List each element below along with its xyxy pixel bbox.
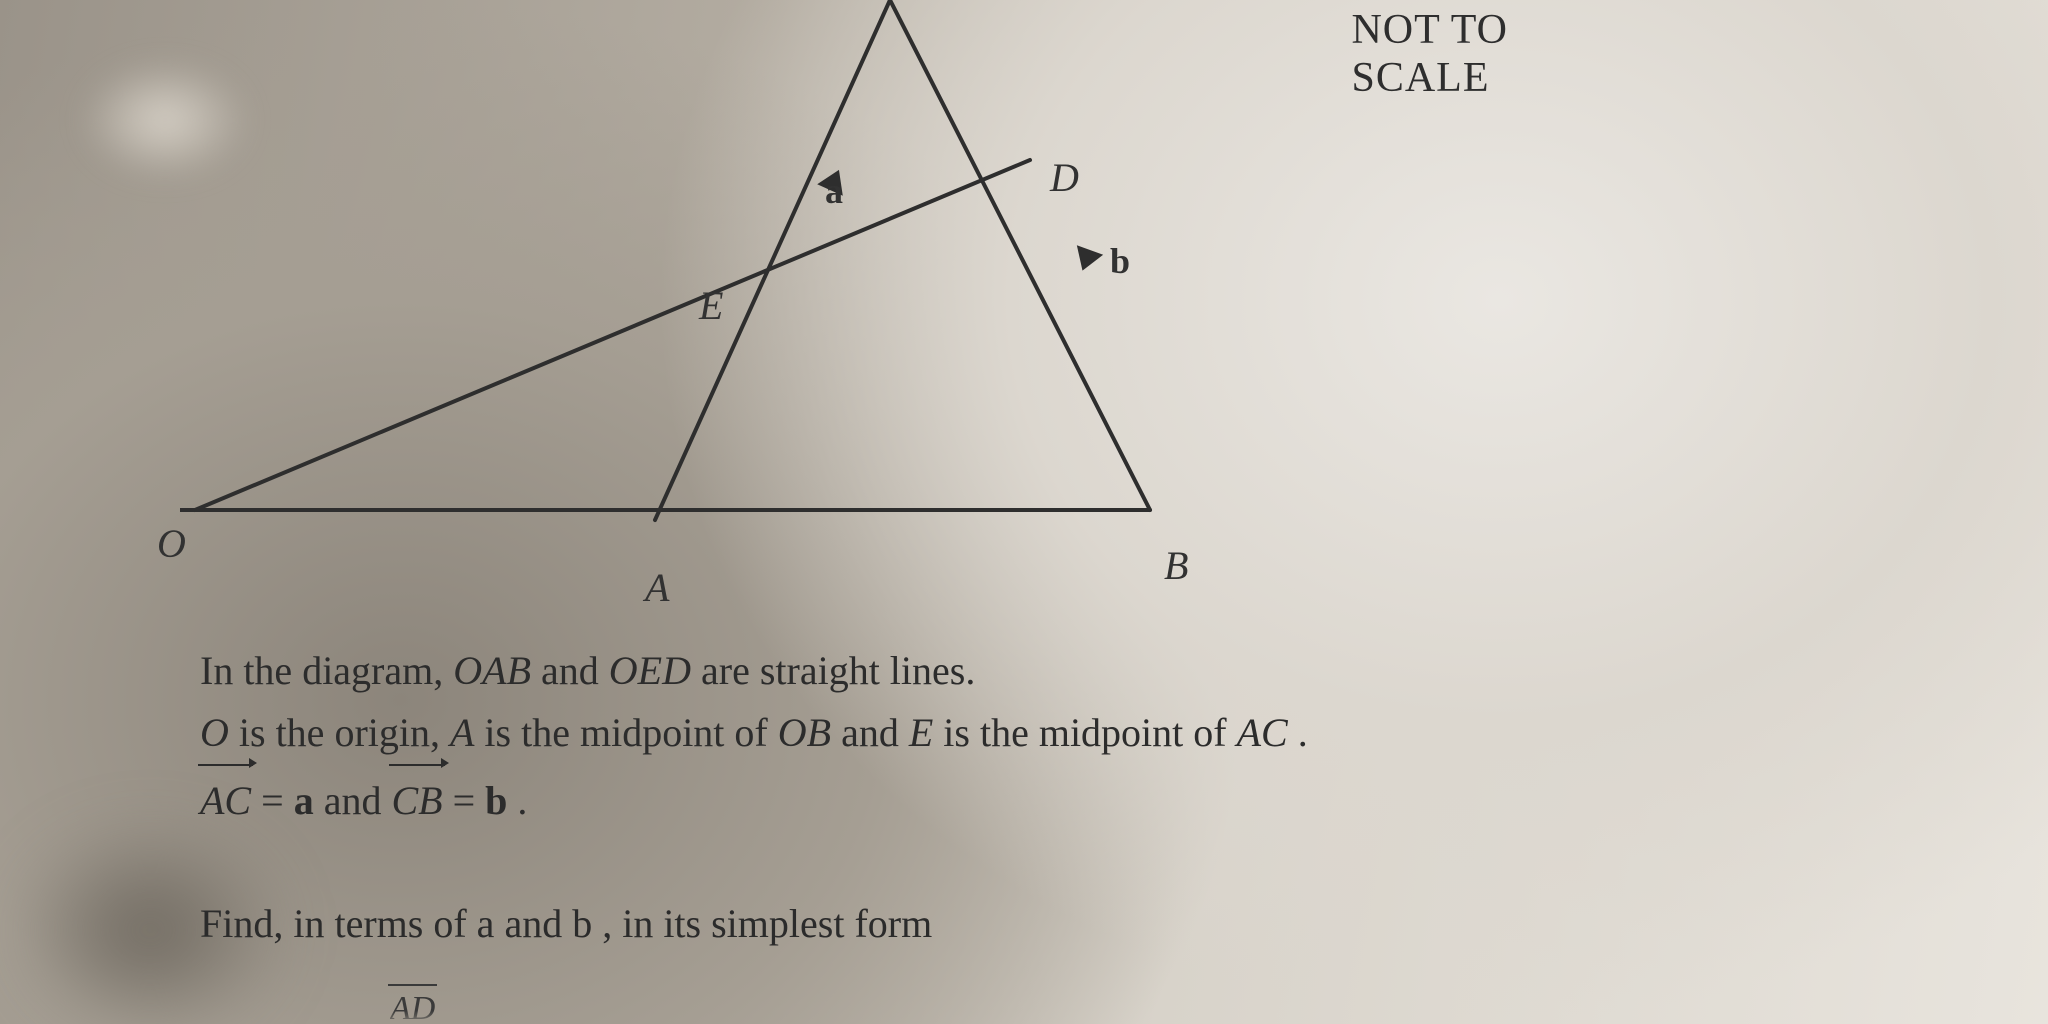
pr-post: , in its simplest form (592, 901, 932, 946)
t1-oed: OED (609, 648, 691, 693)
not-to-scale-note: NOT TO SCALE (1351, 6, 1508, 103)
pr-veca: a (477, 901, 495, 946)
cutoff-fragment: AD (390, 990, 435, 1024)
t3and: and (314, 778, 392, 823)
highlight-blob (80, 60, 250, 180)
t2c: A (450, 710, 474, 755)
pr-vecb: b (572, 901, 592, 946)
vertex-label-E: E (699, 282, 723, 329)
vec-AC: AC (200, 770, 251, 832)
t2e: OB (778, 710, 831, 755)
t1-oab: OAB (453, 648, 531, 693)
vertex-label-B: B (1164, 542, 1188, 589)
vertex-label-D: D (1050, 154, 1079, 201)
t3a: a (294, 778, 314, 823)
t2i: AC (1237, 710, 1288, 755)
t2a: O (200, 710, 229, 755)
note-line-1: NOT TO (1351, 7, 1508, 53)
t3eq1: = (251, 778, 294, 823)
t2b: is the origin, (229, 710, 450, 755)
text-line-3: AC = a and CB = b . (200, 770, 1748, 832)
vec-CB: CB (391, 770, 442, 832)
problem-text: In the diagram, OAB and OED are straight… (200, 640, 1748, 832)
vertex-label-O: O (157, 520, 186, 567)
t3b: b (485, 778, 507, 823)
vec-AC-text: AC (200, 778, 251, 823)
page-background (0, 0, 2048, 1024)
text-line-1: In the diagram, OAB and OED are straight… (200, 640, 1748, 702)
t3end: . (507, 778, 527, 823)
pr-mid: and (494, 901, 572, 946)
t2d: is the midpoint of (474, 710, 777, 755)
note-line-2: SCALE (1351, 54, 1508, 102)
t2j: . (1288, 710, 1308, 755)
pr-a: Find, in terms of (200, 901, 477, 946)
text-line-2: O is the origin, A is the midpoint of OB… (200, 702, 1748, 764)
vec-CB-text: CB (391, 778, 442, 823)
t1b: and (531, 648, 609, 693)
t1a: In the diagram, (200, 648, 453, 693)
vertex-label-A: A (645, 564, 669, 611)
t2f: and (831, 710, 909, 755)
find-prompt: Find, in terms of a and b , in its simpl… (200, 900, 932, 947)
t3eq2: = (443, 778, 486, 823)
t2h: is the midpoint of (933, 710, 1236, 755)
vector-label-b: b (1110, 240, 1130, 282)
t2g: E (909, 710, 933, 755)
t1c: are straight lines. (691, 648, 975, 693)
vector-label-a: a (825, 170, 843, 212)
